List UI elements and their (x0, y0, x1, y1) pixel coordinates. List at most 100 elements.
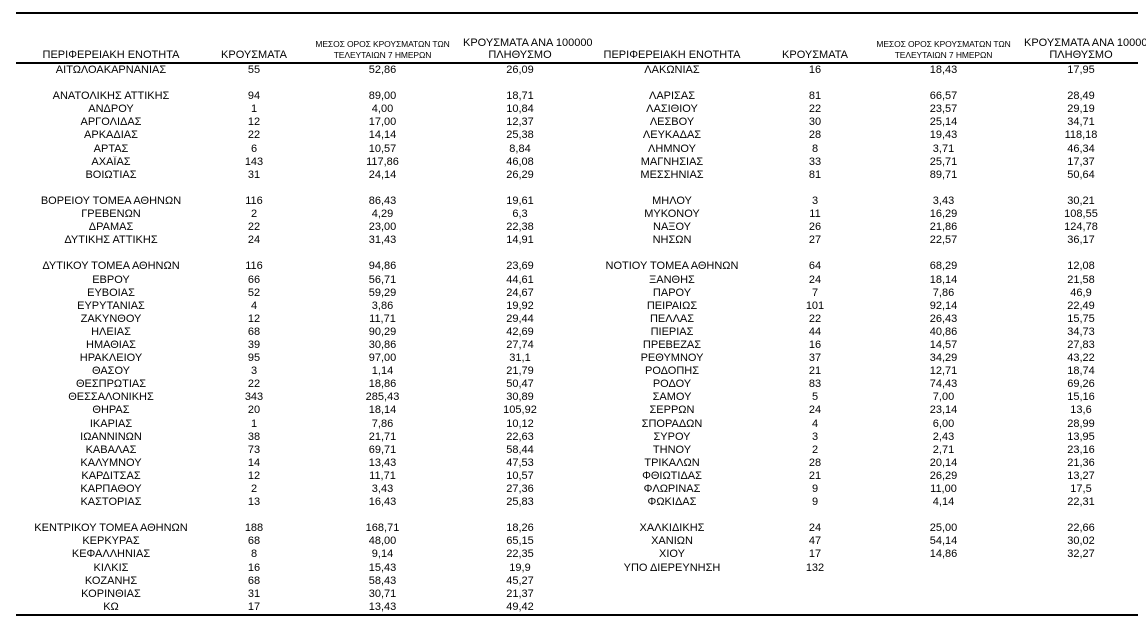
avg7-cell: 7,86 (371, 417, 394, 430)
region-cell: ΑΙΤΩΛΟΑΚΑΡΝΑΝΙΑΣ (55, 64, 167, 76)
region-cell: ΞΑΝΘΗΣ (649, 273, 695, 286)
cases-cell: 20 (247, 404, 261, 417)
per100k-cell: 29,19 (1067, 103, 1095, 116)
cases-cell: 24 (808, 273, 822, 286)
header-per100k-line1: ΚΡΟΥΣΜΑΤΑ ΑΝΑ 100000 (463, 37, 593, 49)
per100k-cell: 43,22 (1067, 352, 1095, 365)
header-per100k-line2: ΠΛΗΘΥΣΜΟ (1049, 49, 1113, 61)
per100k-cell: 23,69 (506, 260, 534, 273)
cases-cell: 343 (244, 391, 264, 404)
avg7-cell: 14,14 (368, 129, 397, 142)
region-cell: ΘΕΣΣΑΛΟΝΙΚΗΣ (68, 391, 154, 404)
avg7-cell (863, 509, 1024, 522)
cases-cell: 4 (811, 417, 819, 430)
region-cell (577, 182, 767, 195)
avg7-cell: 18,14 (929, 273, 958, 286)
avg7-cell: 54,14 (929, 535, 958, 548)
avg7-cell: 69,71 (368, 443, 397, 456)
per100k-cell: 105,92 (503, 404, 537, 417)
region-cell: ΣΥΡΟΥ (653, 430, 691, 443)
header-region-left: ΠΕΡΙΦΕΡΕΙΑΚΗ ΕΝΟΤΗΤΑ (42, 49, 180, 61)
avg7-cell (863, 575, 1024, 588)
cases-cell (767, 247, 863, 260)
avg7-cell: 97,00 (368, 352, 397, 365)
cases-cell: 16 (247, 561, 261, 574)
cases-cell: 37 (808, 352, 822, 365)
avg7-cell (863, 77, 1024, 90)
per100k-cell: 22,35 (506, 548, 534, 561)
region-cell: ΛΑΣΙΘΙΟΥ (646, 103, 698, 116)
cases-cell: 143 (244, 155, 264, 168)
region-cell: ΗΡΑΚΛΕΙΟΥ (79, 352, 143, 365)
per100k-cell: 34,71 (1067, 116, 1095, 129)
cases-cell: 3 (250, 365, 258, 378)
region-cell: ΑΝΑΤΟΛΙΚΗΣ ΑΤΤΙΚΗΣ (52, 90, 170, 103)
region-cell: ΑΝΔΡΟΥ (88, 103, 134, 116)
region-cell: ΑΡΚΑΔΙΑΣ (84, 129, 138, 142)
region-cell: ΛΕΥΚΑΔΑΣ (642, 129, 702, 142)
avg7-cell: 23,14 (929, 404, 958, 417)
region-cell: ΤΡΙΚΑΛΩΝ (644, 456, 700, 469)
cases-cell: 44 (808, 325, 822, 338)
region-cell: ΑΡΓΟΛΙΔΑΣ (80, 116, 142, 129)
region-cell: ΚΕΝΤΡΙΚΟΥ ΤΟΜΕΑ ΑΘΗΝΩΝ (34, 522, 188, 535)
avg7-cell: 3,71 (932, 142, 955, 155)
header-cases-right: ΚΡΟΥΣΜΑΤΑ (782, 49, 848, 61)
avg7-cell: 1,14 (371, 365, 394, 378)
region-cell: ΝΑΞΟΥ (653, 221, 691, 234)
cases-cell (767, 588, 863, 601)
avg7-cell: 3,43 (932, 194, 955, 207)
cases-cell: 21 (808, 469, 822, 482)
avg7-cell (863, 562, 1024, 575)
region-cell: ΜΑΓΝΗΣΙΑΣ (640, 155, 704, 168)
per100k-cell: 124,78 (1064, 221, 1098, 234)
per100k-cell: 21,79 (506, 365, 534, 378)
per100k-cell (1024, 77, 1138, 90)
region-cell: ΧΙΟΥ (659, 548, 685, 561)
cases-cell (767, 509, 863, 522)
header-per100k-line1: ΚΡΟΥΣΜΑΤΑ ΑΝΑ 100000 (1024, 37, 1146, 49)
avg7-cell: 30,71 (368, 587, 397, 600)
avg7-cell: 6,00 (932, 417, 955, 430)
per100k-cell: 27,36 (506, 483, 534, 495)
region-cell: ΔΡΑΜΑΣ (88, 221, 134, 234)
avg7-cell: 89,00 (368, 90, 397, 103)
region-cell: ΦΛΩΡΙΝΑΣ (643, 483, 701, 495)
cases-cell: 17 (808, 548, 822, 561)
per100k-cell: 19,9 (509, 561, 531, 574)
per100k-cell: 18,26 (506, 522, 534, 535)
avg7-cell: 14,57 (929, 338, 958, 351)
region-cell (577, 575, 767, 588)
region-cell: ΔΥΤΙΚΟΥ ΤΟΜΕΑ ΑΘΗΝΩΝ (42, 260, 180, 273)
per100k-cell: 24,67 (506, 286, 534, 299)
avg7-cell: 11,71 (369, 312, 396, 325)
avg7-cell: 25,00 (929, 522, 958, 535)
avg7-cell: 19,43 (929, 129, 958, 142)
region-cell (16, 509, 206, 522)
table-body: ΑΙΤΩΛΟΑΚΑΡΝΑΝΙΑΣ 55 52,86 26,09 ΛΑΚΩΝΙΑΣ 16 18… (16, 64, 1138, 616)
region-cell: ΛΑΚΩΝΙΑΣ (644, 64, 700, 76)
per100k-cell: 65,15 (506, 535, 534, 548)
per100k-cell: 22,66 (1067, 522, 1095, 535)
avg7-cell (302, 247, 463, 260)
per100k-cell: 10,57 (506, 469, 534, 482)
avg7-cell: 30,86 (368, 338, 397, 351)
avg7-cell: 2,43 (932, 430, 955, 443)
per100k-cell: 25,38 (506, 129, 534, 142)
per100k-cell (1024, 509, 1138, 522)
region-cell: ΧΑΝΙΩΝ (651, 535, 693, 548)
cases-cell: 3 (811, 194, 819, 207)
region-cell: ΛΕΣΒΟΥ (649, 116, 695, 129)
header-avg7-line2: ΤΕΛΕΥΤΑΙΩΝ 7 ΗΜΕΡΩΝ (894, 50, 993, 60)
header-avg7-line1: ΜΕΣΟΣ ΟΡΟΣ ΚΡΟΥΣΜΑΤΩΝ ΤΩΝ (315, 39, 450, 49)
avg7-cell: 59,29 (368, 286, 397, 299)
avg7-cell: 18,86 (368, 378, 397, 391)
region-cell: ΑΡΤΑΣ (93, 142, 129, 155)
cases-cell: 68 (247, 325, 261, 338)
cases-cell: 12 (247, 312, 261, 325)
per100k-cell: 36,17 (1067, 234, 1095, 247)
cases-cell: 47 (808, 535, 822, 548)
avg7-cell: 4,14 (932, 496, 955, 509)
avg7-cell: 26,43 (929, 312, 958, 325)
avg7-cell: 14,86 (929, 548, 958, 561)
